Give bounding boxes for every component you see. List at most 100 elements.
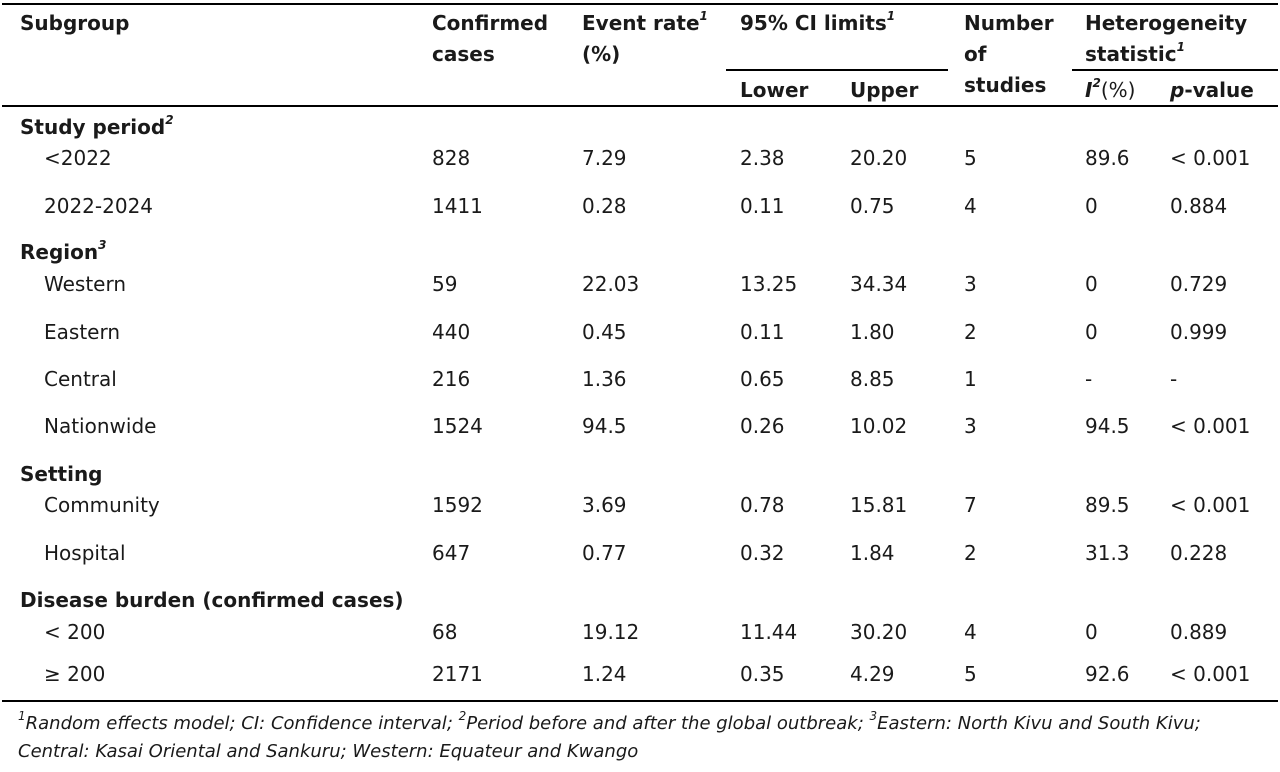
header-p-value: p-value — [1170, 78, 1254, 102]
cell-p: < 0.001 — [1170, 414, 1251, 438]
ci-subheader-rule — [726, 69, 948, 71]
header-heterogeneity: Heterogeneity — [1085, 11, 1248, 35]
cell-i2: 92.6 — [1085, 662, 1130, 686]
header-i2: I2(%) — [1085, 76, 1136, 102]
header-confirmed-line1: Confirmed — [432, 11, 549, 35]
header-upper: Upper — [850, 78, 919, 102]
cell-subgroup: 2022-2024 — [44, 194, 154, 218]
cell-i2: 0 — [1085, 620, 1098, 644]
cell-subgroup: Community — [44, 493, 160, 517]
cell-studies: 4 — [964, 620, 977, 644]
cell-p: - — [1170, 367, 1178, 391]
cell-upper: 1.80 — [850, 320, 895, 344]
header-event-rate-unit: (%) — [582, 42, 621, 66]
cell-studies: 4 — [964, 194, 977, 218]
cell-rate: 1.36 — [582, 367, 627, 391]
cell-upper: 4.29 — [850, 662, 895, 686]
cell-p: 0.884 — [1170, 194, 1228, 218]
cell-rate: 22.03 — [582, 272, 640, 296]
footnote-line2: Central: Kasai Oriental and Sankuru; Wes… — [18, 741, 639, 762]
cell-lower: 0.11 — [740, 194, 785, 218]
header-studies-line3: studies — [964, 73, 1047, 97]
cell-subgroup: Eastern — [44, 320, 121, 344]
cell-subgroup: < 200 — [44, 620, 106, 644]
cell-upper: 10.02 — [850, 414, 908, 438]
header-lower: Lower — [740, 78, 809, 102]
het-subheader-rule — [1072, 69, 1278, 71]
cell-lower: 0.65 — [740, 367, 785, 391]
cell-cases: 647 — [432, 541, 471, 565]
cell-i2: 0 — [1085, 320, 1098, 344]
cell-lower: 2.38 — [740, 146, 785, 170]
header-studies-line1: Number — [964, 11, 1054, 35]
cell-studies: 7 — [964, 493, 977, 517]
cell-p: < 0.001 — [1170, 493, 1251, 517]
cell-i2: 31.3 — [1085, 541, 1130, 565]
cell-p: < 0.001 — [1170, 146, 1251, 170]
cell-studies: 2 — [964, 320, 977, 344]
cell-subgroup: Central — [44, 367, 117, 391]
table-bottom-rule — [2, 700, 1278, 702]
cell-cases: 1524 — [432, 414, 483, 438]
cell-i2: 0 — [1085, 272, 1098, 296]
cell-cases: 1411 — [432, 194, 483, 218]
cell-upper: 30.20 — [850, 620, 908, 644]
cell-lower: 11.44 — [740, 620, 798, 644]
cell-upper: 15.81 — [850, 493, 908, 517]
header-subgroup: Subgroup — [20, 11, 130, 35]
cell-i2: 89.6 — [1085, 146, 1130, 170]
group-label-region: Region3 — [20, 238, 107, 264]
group-label-disease-burden: Disease burden (confirmed cases) — [20, 588, 404, 612]
cell-rate: 94.5 — [582, 414, 627, 438]
cell-i2: 89.5 — [1085, 493, 1130, 517]
cell-studies: 5 — [964, 662, 977, 686]
header-event-rate: Event rate1 — [582, 9, 708, 35]
cell-subgroup: <2022 — [44, 146, 112, 170]
cell-studies: 2 — [964, 541, 977, 565]
cell-cases: 828 — [432, 146, 471, 170]
cell-lower: 0.35 — [740, 662, 785, 686]
cell-p: < 0.001 — [1170, 662, 1251, 686]
cell-rate: 0.45 — [582, 320, 627, 344]
cell-rate: 0.28 — [582, 194, 627, 218]
cell-lower: 0.26 — [740, 414, 785, 438]
cell-cases: 59 — [432, 272, 458, 296]
cell-upper: 1.84 — [850, 541, 895, 565]
cell-cases: 68 — [432, 620, 458, 644]
header-confirmed-line2: cases — [432, 42, 495, 66]
cell-subgroup: Hospital — [44, 541, 126, 565]
footnote-line1: 1Random effects model; CI: Confidence in… — [18, 709, 1201, 734]
cell-p: 0.999 — [1170, 320, 1228, 344]
cell-lower: 13.25 — [740, 272, 798, 296]
cell-rate: 3.69 — [582, 493, 627, 517]
cell-upper: 34.34 — [850, 272, 908, 296]
header-statistic: statistic1 — [1085, 40, 1185, 66]
cell-i2: 0 — [1085, 194, 1098, 218]
cell-rate: 1.24 — [582, 662, 627, 686]
cell-studies: 1 — [964, 367, 977, 391]
cell-subgroup: ≥ 200 — [44, 662, 106, 686]
cell-upper: 0.75 — [850, 194, 895, 218]
cell-cases: 2171 — [432, 662, 483, 686]
cell-upper: 20.20 — [850, 146, 908, 170]
cell-studies: 3 — [964, 414, 977, 438]
group-label-setting: Setting — [20, 462, 103, 486]
cell-i2: - — [1085, 367, 1093, 391]
cell-lower: 0.32 — [740, 541, 785, 565]
top-rule — [2, 3, 1278, 5]
cell-rate: 19.12 — [582, 620, 640, 644]
group-label-study-period: Study period2 — [20, 113, 174, 139]
cell-studies: 3 — [964, 272, 977, 296]
cell-cases: 440 — [432, 320, 471, 344]
cell-lower: 0.78 — [740, 493, 785, 517]
cell-p: 0.729 — [1170, 272, 1228, 296]
cell-p: 0.228 — [1170, 541, 1228, 565]
cell-p: 0.889 — [1170, 620, 1228, 644]
cell-i2: 94.5 — [1085, 414, 1130, 438]
cell-subgroup: Nationwide — [44, 414, 157, 438]
header-studies-line2: of — [964, 42, 987, 66]
cell-lower: 0.11 — [740, 320, 785, 344]
cell-rate: 0.77 — [582, 541, 627, 565]
cell-upper: 8.85 — [850, 367, 895, 391]
header-bottom-rule — [2, 105, 1278, 107]
